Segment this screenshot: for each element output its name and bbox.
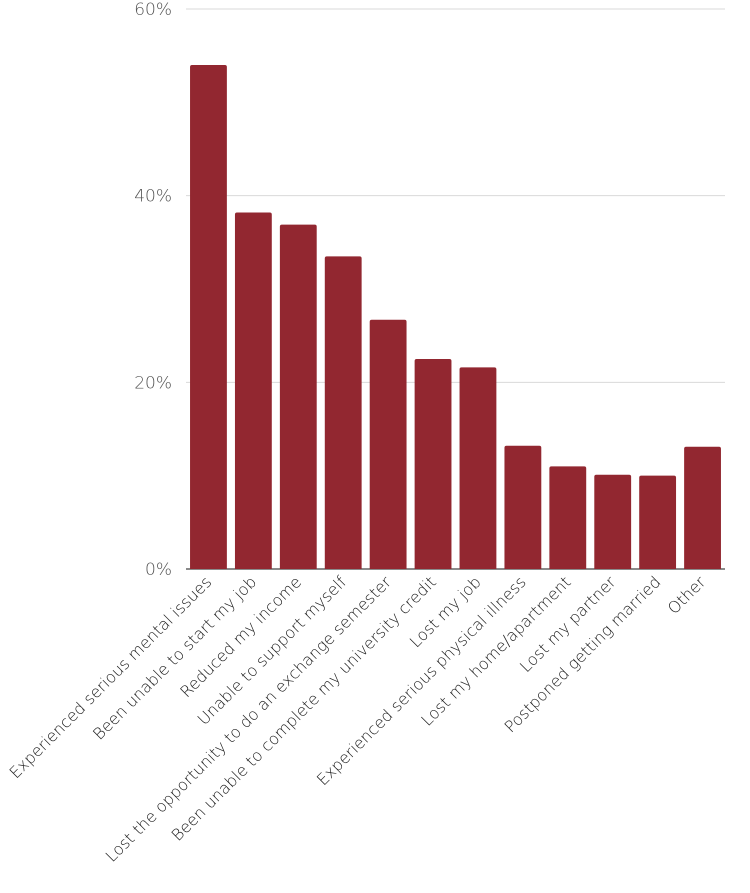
bar bbox=[414, 359, 452, 569]
bar bbox=[504, 445, 542, 569]
x-category-label: Experienced serious mental issues bbox=[6, 572, 216, 782]
x-category-label: Other bbox=[664, 572, 710, 618]
y-tick-label: 0% bbox=[145, 560, 172, 580]
bar bbox=[594, 474, 632, 569]
bar bbox=[549, 466, 587, 569]
x-category-label: Experienced serious physical illness bbox=[313, 572, 530, 789]
bar bbox=[369, 319, 407, 569]
bar bbox=[190, 65, 227, 569]
bar-layer bbox=[190, 65, 721, 569]
bar bbox=[324, 256, 362, 569]
x-category-label: Been unable to start my job bbox=[89, 572, 260, 743]
bar bbox=[234, 212, 272, 569]
y-tick-label: 40% bbox=[134, 187, 172, 207]
bar bbox=[639, 475, 677, 569]
y-axis-tick-labels: 0% 20% 40% 60% bbox=[134, 0, 172, 580]
bar bbox=[279, 224, 317, 569]
grid-layer bbox=[186, 8, 725, 570]
y-tick-label: 20% bbox=[134, 373, 172, 393]
bar bbox=[684, 446, 721, 569]
bar bbox=[459, 367, 497, 569]
y-tick-label: 60% bbox=[134, 0, 172, 20]
